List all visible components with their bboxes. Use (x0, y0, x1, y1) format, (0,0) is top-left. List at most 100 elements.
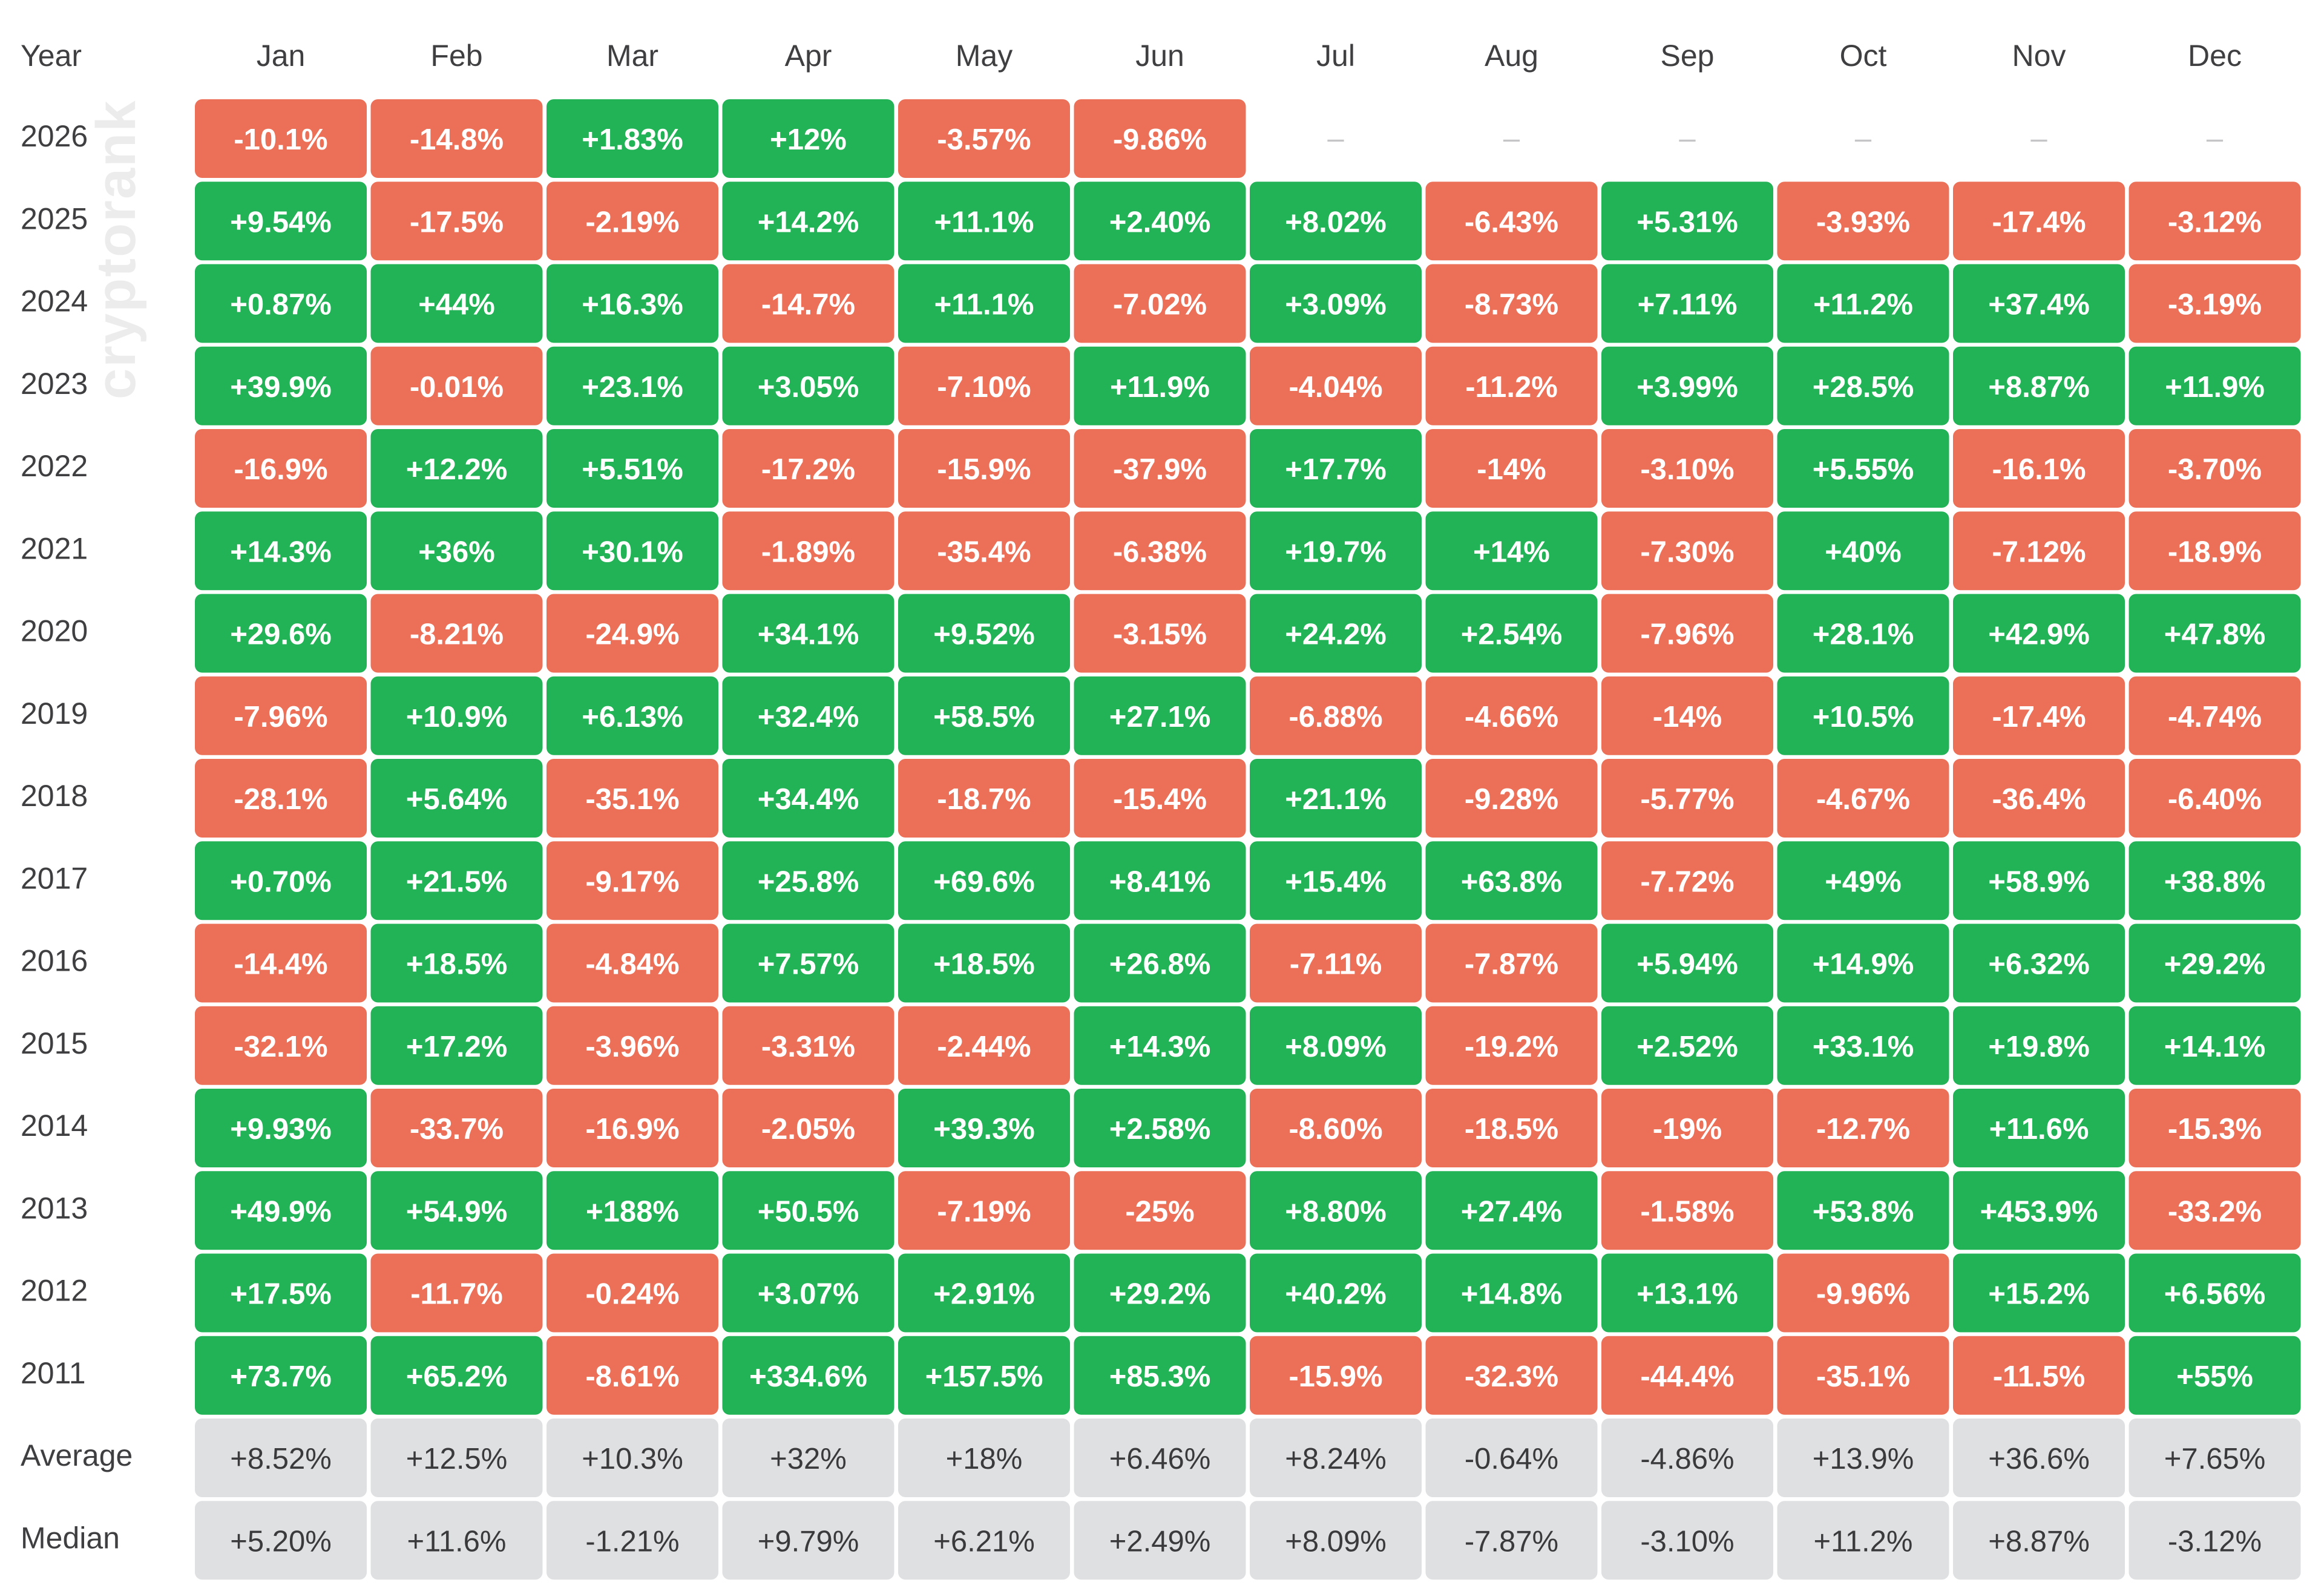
heatmap-cell-2011-dec (2129, 1336, 2301, 1415)
year-label-2021: 2021 (21, 531, 88, 565)
cell-value-2015-feb: +17.2% (406, 1031, 508, 1063)
heatmap-cell-2019-mar (547, 676, 718, 755)
heatmap-cell-2025-jun (1074, 182, 1246, 261)
summary-value-median-jul: +8.09% (1285, 1525, 1387, 1558)
cell-value-2022-dec: -3.70% (2168, 453, 2262, 486)
heatmap-cell-2020-jan (195, 594, 367, 673)
heatmap-cell-2018-nov (1953, 759, 2125, 838)
summary-cell-median-feb (370, 1501, 543, 1580)
heatmap-cell-2018-mar (547, 759, 718, 838)
heatmap-cell-2023-feb (370, 346, 543, 425)
cell-value-2021-feb: +36% (418, 536, 495, 568)
year-label-2017: 2017 (21, 861, 88, 895)
cell-value-2022-jul: +17.7% (1285, 453, 1387, 486)
empty-cell-2026-aug: – (1503, 122, 1520, 155)
cell-value-2024-nov: +37.4% (1988, 289, 2090, 321)
heatmap-cell-2011-jan (195, 1336, 367, 1415)
summary-value-average-nov: +36.6% (1988, 1443, 2090, 1475)
cell-value-2015-dec: +14.1% (2164, 1031, 2266, 1063)
heatmap-cell-2025-may (898, 182, 1070, 261)
cell-value-2011-jul: -15.9% (1288, 1360, 1382, 1393)
heatmap-cell-2019-jan (195, 676, 367, 755)
cell-value-2025-jan: +9.54% (230, 206, 332, 238)
heatmap-cell-2012-jun (1074, 1253, 1246, 1333)
cell-value-2025-nov: -17.4% (1992, 206, 2086, 238)
cell-value-2024-jun: -7.02% (1113, 289, 1207, 321)
heatmap-cell-2012-oct (1777, 1253, 1949, 1333)
cell-value-2013-mar: +188% (586, 1195, 679, 1228)
year-label-2022: 2022 (21, 449, 88, 483)
cell-value-2020-mar: -24.9% (585, 618, 679, 651)
heatmap-cell-2011-feb (370, 1336, 543, 1415)
heatmap-cell-2022-sep (1601, 429, 1773, 508)
cell-value-2021-sep: -7.30% (1640, 536, 1734, 568)
cell-value-2018-jul: +21.1% (1285, 783, 1387, 816)
cell-value-2012-jun: +29.2% (1109, 1278, 1211, 1311)
cell-value-2019-aug: -4.66% (1465, 701, 1558, 733)
cell-value-2022-aug: -14% (1477, 453, 1546, 486)
heatmap-cell-2018-apr (722, 759, 894, 838)
heatmap-cell-2017-may (898, 841, 1070, 920)
cell-value-2011-feb: +65.2% (406, 1360, 508, 1393)
heatmap-cell-2019-oct (1777, 676, 1949, 755)
cell-value-2019-sep: -14% (1653, 701, 1722, 733)
summary-value-median-feb: +11.6% (407, 1525, 507, 1558)
heatmap-cell-2013-jun (1074, 1171, 1246, 1250)
heatmap-cell-2023-aug (1425, 346, 1598, 425)
heatmap-cell-2021-apr (722, 511, 894, 591)
cell-value-2011-jan: +73.7% (230, 1360, 332, 1393)
heatmap-cell-2023-nov (1953, 346, 2125, 425)
heatmap-cell-2021-oct (1777, 511, 1949, 591)
year-label-2018: 2018 (21, 779, 88, 813)
summary-cell-median-nov (1953, 1501, 2125, 1580)
cell-value-2015-jan: -32.1% (234, 1031, 327, 1063)
heatmap-cell-2023-may (898, 346, 1070, 425)
cell-value-2014-mar: -16.9% (585, 1113, 679, 1146)
month-header-feb: Feb (430, 39, 482, 73)
cell-value-2015-oct: +33.1% (1813, 1031, 1914, 1063)
heatmap-cell-2017-mar (547, 841, 718, 920)
summary-value-median-mar: -1.21% (585, 1525, 679, 1558)
heatmap-cell-2018-feb (370, 759, 543, 838)
heatmap-cell-2018-dec (2129, 759, 2301, 838)
cell-value-2023-jul: -4.04% (1288, 371, 1382, 404)
cell-value-2017-mar: -9.17% (585, 865, 679, 898)
heatmap-cell-2012-may (898, 1253, 1070, 1333)
cell-value-2023-may: -7.10% (937, 371, 1031, 404)
cell-value-2011-sep: -44.4% (1640, 1360, 1734, 1393)
summary-cell-median-mar (547, 1501, 718, 1580)
cell-value-2011-dec: +55% (2176, 1360, 2253, 1393)
cell-value-2020-apr: +34.1% (758, 618, 859, 651)
heatmap-cell-2024-apr (722, 264, 894, 343)
heatmap-cell-2026-apr (722, 99, 894, 178)
summary-value-average-jan: +8.52% (230, 1443, 332, 1475)
month-header-oct: Oct (1840, 39, 1887, 73)
cell-value-2014-oct: -12.7% (1816, 1113, 1910, 1146)
heatmap-cell-2013-sep (1601, 1171, 1773, 1250)
heatmap-cell-2018-jul (1250, 759, 1422, 838)
cell-value-2022-feb: +12.2% (406, 453, 508, 486)
year-label-2019: 2019 (21, 697, 88, 730)
cell-value-2020-oct: +28.1% (1813, 618, 1914, 651)
cell-value-2016-aug: -7.87% (1465, 948, 1558, 981)
cell-value-2021-jun: -6.38% (1113, 536, 1207, 568)
cell-value-2021-jan: +14.3% (230, 536, 332, 568)
cell-value-2022-nov: -16.1% (1992, 453, 2086, 486)
month-header-jan: Jan (257, 39, 306, 73)
heatmap-cell-2016-jan (195, 923, 367, 1003)
heatmap-cell-2022-may (898, 429, 1070, 508)
summary-value-median-oct: +11.2% (1814, 1525, 1913, 1558)
cell-value-2026-jan: -10.1% (234, 123, 327, 156)
summary-cell-median-dec (2129, 1501, 2301, 1580)
heatmap-cell-2017-jun (1074, 841, 1246, 920)
heatmap-cell-2026-jun (1074, 99, 1246, 178)
month-header-aug: Aug (1485, 39, 1538, 73)
year-column-header: Year (21, 39, 82, 73)
cell-value-2012-jul: +40.2% (1285, 1278, 1387, 1311)
heatmap-cell-2021-jan (195, 511, 367, 591)
heatmap-cell-2011-jul (1250, 1336, 1422, 1415)
cell-value-2022-jun: -37.9% (1113, 453, 1207, 486)
cell-value-2016-sep: +5.94% (1636, 948, 1738, 981)
heatmap-cell-2023-sep (1601, 346, 1773, 425)
cell-value-2021-nov: -7.12% (1992, 536, 2086, 568)
